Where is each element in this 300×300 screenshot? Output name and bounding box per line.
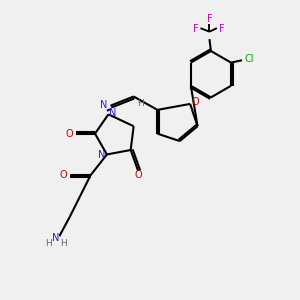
Text: O: O — [134, 170, 142, 180]
Text: H: H — [137, 98, 144, 107]
Text: H: H — [45, 239, 51, 248]
Text: F: F — [207, 14, 212, 24]
Text: N: N — [109, 108, 116, 118]
Text: F: F — [219, 24, 225, 34]
Text: N: N — [98, 150, 105, 160]
Text: H: H — [60, 239, 67, 248]
Text: N: N — [100, 100, 107, 110]
Text: F: F — [193, 24, 198, 34]
Text: O: O — [60, 170, 68, 180]
Text: N: N — [52, 233, 59, 243]
Text: Cl: Cl — [244, 54, 254, 64]
Text: O: O — [66, 129, 74, 139]
Text: O: O — [192, 97, 199, 106]
